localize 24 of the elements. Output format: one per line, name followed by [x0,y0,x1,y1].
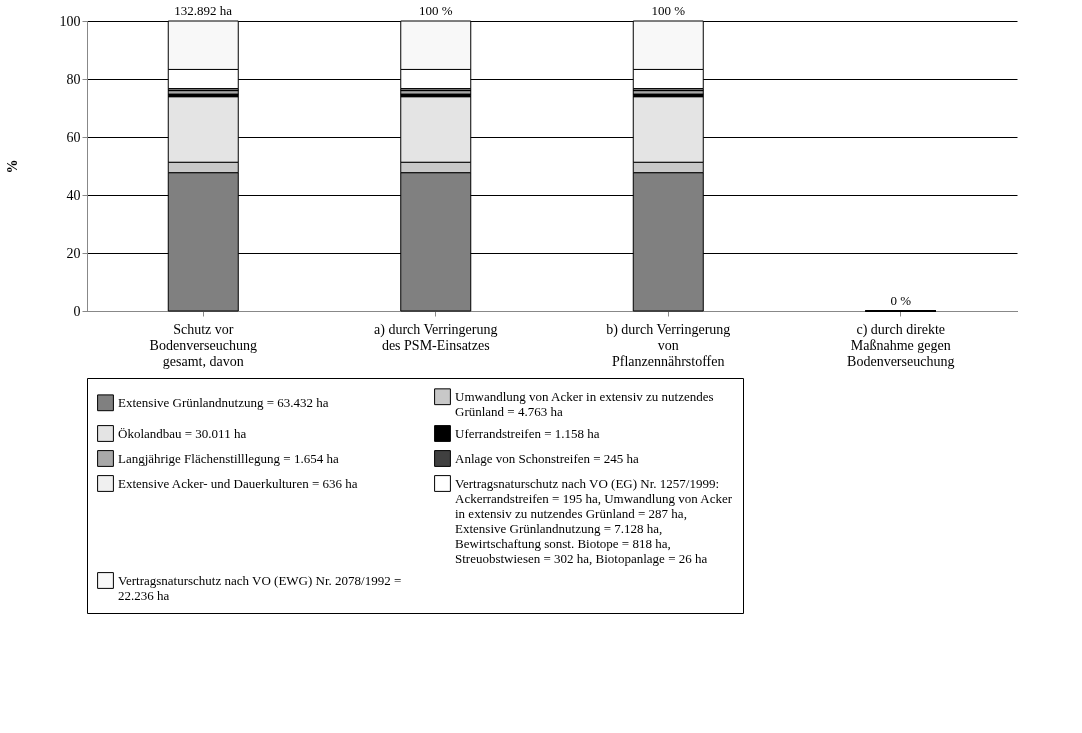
y-axis-title: % [4,159,20,174]
x-tick-label: c) durch direkte Maßnahme gegen Bodenverseuchung [847,321,955,369]
x-tick-label: a) durch Verringerung des PSM-Einsatzes [374,321,498,353]
annotation: 100 % [651,3,686,18]
annotation: 100 % [418,3,453,18]
y-tick-label: 0 [73,303,81,319]
y-tick-label: 100 [59,13,81,29]
legend-label: Langjährige Flächenstilllegung = 1.654 ha [118,450,339,466]
annotation: 132.892 ha [174,3,233,18]
legend-label: Umwandlung von Acker in extensiv zu nutzendes Grünland = 4.763 ha [455,388,714,419]
legend-label: Extensive Acker- und Dauerkulturen = 636 ha [118,475,358,491]
legend-label: Vertragsnaturschutz nach VO (EG) Nr. 1257/1999: Ackerrandstreifen = 195 ha, Umwandlung von Acker in extensiv zu nutzendes Grünland = 287 ha, Extensive Grünlandnutzung = 7.128 ha, Bewirtschaftung sonst. Biotope = 818 ha, Streuobstwiesen = 302 ha, Biotopanlage = 26 ha [455,475,733,566]
legend-label: Extensive Grünlandnutzung = 63.432 ha [118,394,329,410]
y-tick-label: 20 [66,245,81,261]
legend-label: Uferrandstreifen = 1.158 ha [455,425,600,441]
annotation: 0 % [890,293,912,308]
y-tick-label: 40 [66,187,81,203]
legend-label: Vertragsnaturschutz nach VO (EWG) Nr. 2078/1992 = 22.236 ha [118,572,402,603]
legend-label: Ökolandbau = 30.011 ha [118,425,247,441]
y-tick-label: 80 [66,71,81,87]
legend-label: Anlage von Schonstreifen = 245 ha [455,450,640,466]
y-tick-label: 60 [66,129,81,145]
x-tick-label: b) durch Verringerung von Pflanzennährstoffen [606,321,731,369]
x-tick-label: Schutz vor Bodenverseuchung gesamt, davon [149,321,257,369]
